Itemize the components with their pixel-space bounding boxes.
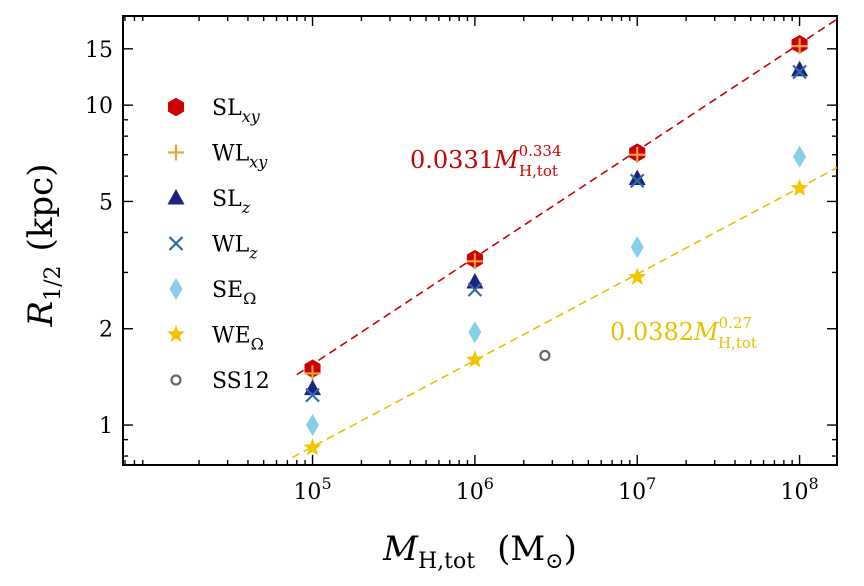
- point-diamond: [468, 321, 482, 344]
- svg-text:MH,tot(M⊙): MH,tot (M⊙): [382, 529, 577, 574]
- fit-weak-label: 0.0382M0.27 H,tot: [610, 314, 757, 352]
- point-x: [305, 387, 320, 403]
- point-diamond: [630, 236, 644, 259]
- fit-strong-line: [296, 18, 838, 376]
- legend-label: SS12: [212, 369, 270, 394]
- y-tick-label: 10: [85, 94, 113, 119]
- point-circle-open: [539, 349, 551, 362]
- legend-label: SEΩ: [212, 278, 256, 308]
- x-tick-label: 107: [618, 474, 656, 505]
- point-plus: [791, 38, 808, 55]
- point-star: [465, 350, 484, 368]
- point-star: [790, 178, 809, 196]
- legend-marker-plus: [168, 144, 184, 161]
- point-diamond: [306, 414, 320, 437]
- point-diamond: [793, 145, 807, 168]
- point-plus: [304, 365, 321, 382]
- x-tick-label: 105: [293, 474, 331, 505]
- point-triangle: [791, 60, 809, 77]
- legend-label: SLxy: [212, 96, 261, 126]
- legend-marker-hexagon: [167, 97, 185, 117]
- legend-marker-triangle: [167, 189, 185, 205]
- x-tick-label: 108: [780, 474, 818, 505]
- axis-ticks: 105 106 107 108 1 2 5 10 15: [85, 16, 837, 505]
- point-triangle: [466, 273, 484, 289]
- fit-weak-line: [291, 167, 838, 459]
- legend-label: WLxy: [212, 142, 268, 172]
- legend-marker-diamond: [169, 278, 183, 300]
- fit-strong-label: 0.0331M0.334 H,tot: [410, 142, 562, 180]
- legend-label: WLz: [212, 233, 258, 263]
- point-x: [629, 173, 645, 189]
- x-axis-label: MH,tot (M⊙): [382, 529, 577, 574]
- point-plus: [466, 253, 483, 270]
- point-triangle: [628, 169, 646, 185]
- legend-marker-star: [166, 325, 186, 343]
- y-tick-label: 1: [99, 414, 113, 439]
- point-plus: [629, 146, 646, 163]
- legend: SLxy WLxy SLz WLz SEΩ WEΩ SS12: [166, 96, 270, 394]
- point-x: [792, 64, 807, 80]
- svg-text:R1/2(kpc): R1/2(kpc): [21, 164, 66, 328]
- legend-label: SLz: [212, 187, 251, 217]
- point-x: [467, 282, 483, 297]
- point-star: [303, 438, 322, 456]
- point-star: [628, 267, 647, 285]
- data-points: [303, 34, 809, 456]
- legend-marker-x: [168, 236, 184, 251]
- legend-marker-circle-open: [170, 374, 182, 386]
- fit-labels: 0.0331M0.334 H,tot 0.0382M0.27 H,tot: [410, 142, 757, 352]
- legend-label: WEΩ: [212, 324, 264, 354]
- y-tick-label: 2: [99, 318, 113, 343]
- x-tick-label: 106: [456, 474, 494, 505]
- y-tick-label: 15: [85, 38, 113, 63]
- fit-lines: [291, 18, 838, 459]
- plot-frame: [122, 15, 838, 466]
- point-triangle: [304, 379, 322, 396]
- y-tick-label: 5: [99, 190, 113, 215]
- y-axis-label: R1/2(kpc): [21, 164, 66, 328]
